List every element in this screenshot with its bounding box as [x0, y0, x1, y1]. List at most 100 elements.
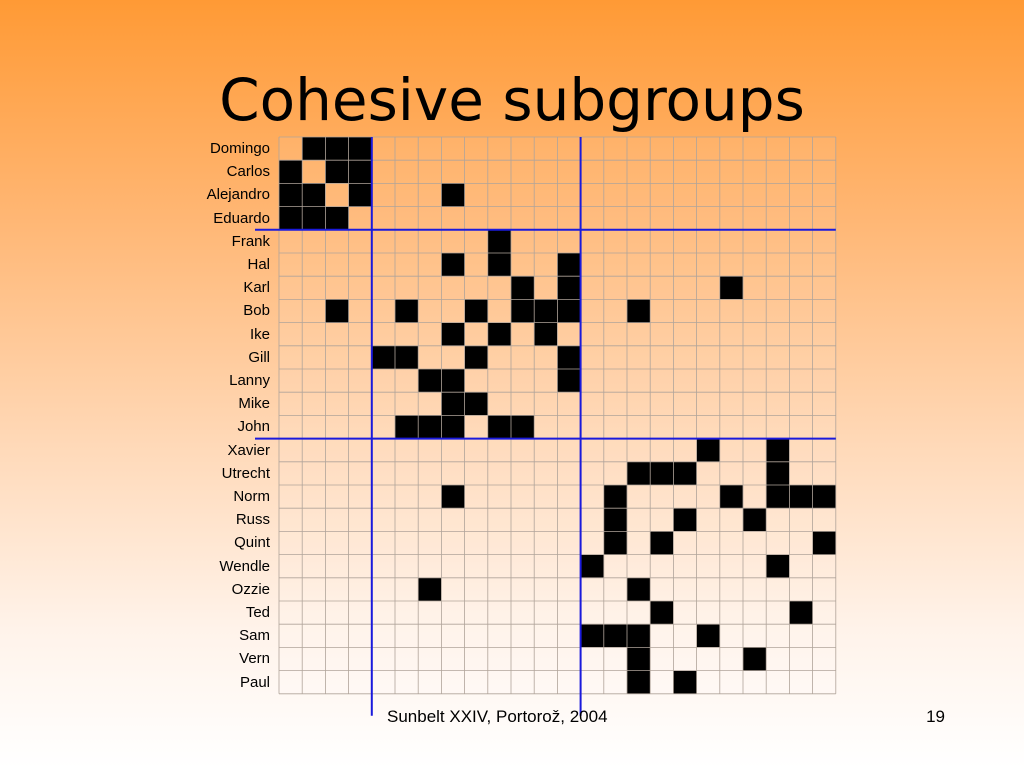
tie-cell [441, 392, 465, 416]
row-label-paul: Paul [239, 673, 270, 691]
tie-cell [627, 647, 651, 671]
row-label-wendle: Wendle [219, 557, 270, 575]
tie-cell [325, 299, 349, 323]
tie-cell [673, 508, 697, 532]
row-label-vern: Vern [239, 650, 270, 668]
tie-cell [557, 276, 581, 300]
tie-cell [766, 438, 790, 462]
row-label-carlos: Carlos [226, 163, 270, 181]
row-label-frank: Frank [231, 232, 270, 250]
tie-cell [603, 531, 627, 555]
tie-cell [603, 485, 627, 509]
tie-cell [743, 647, 767, 671]
tie-cell [627, 461, 651, 485]
tie-cell [464, 392, 488, 416]
row-label-ike: Ike [249, 325, 270, 343]
tie-cell [627, 624, 651, 648]
tie-cell [766, 461, 790, 485]
tie-cell [719, 276, 743, 300]
tie-cell [487, 229, 511, 253]
row-label-gill: Gill [248, 348, 270, 366]
tie-cell [673, 461, 697, 485]
tie-cell [325, 160, 349, 184]
row-label-ozzie: Ozzie [231, 580, 270, 598]
tie-cell [557, 253, 581, 277]
tie-cell [418, 577, 442, 601]
row-label-xavier: Xavier [227, 441, 270, 459]
tie-cell [650, 531, 674, 555]
tie-cell [279, 206, 303, 230]
tie-cell [348, 183, 372, 207]
tie-cell [789, 485, 813, 509]
tie-cell [696, 438, 720, 462]
tie-cell [325, 206, 349, 230]
tie-cell [441, 369, 465, 393]
tie-cell [534, 322, 558, 346]
tie-cell [627, 299, 651, 323]
tie-cell [627, 577, 651, 601]
row-label-alejandro: Alejandro [206, 186, 270, 204]
row-label-norm: Norm [233, 488, 270, 505]
row-label-quint: Quint [234, 534, 270, 552]
tie-cell [395, 345, 419, 369]
tie-cell [325, 137, 349, 161]
tie-cell [441, 183, 465, 207]
footer-text: Sunbelt XXIV, Portorož, 2004 [387, 707, 608, 726]
tie-cell [511, 276, 535, 300]
row-label-lanny: Lanny [229, 372, 270, 389]
tie-cell [279, 160, 303, 184]
tie-cell [511, 299, 535, 323]
tie-cell [812, 531, 836, 555]
row-label-karl: Karl [243, 279, 270, 297]
slide-title: Cohesive subgroups [219, 66, 805, 134]
tie-cell [673, 670, 697, 694]
tie-cell [395, 299, 419, 323]
row-label-ted: Ted [245, 604, 270, 621]
row-label-eduardo: Eduardo [213, 209, 270, 227]
row-label-bob: Bob [243, 302, 270, 320]
page-number: 19 [926, 707, 945, 726]
tie-cell [418, 369, 442, 393]
tie-cell [302, 206, 326, 230]
row-label-russ: Russ [235, 511, 270, 529]
tie-cell [395, 415, 419, 439]
row-label-hal: Hal [247, 256, 270, 273]
tie-cell [696, 624, 720, 648]
tie-cell [279, 183, 303, 207]
tie-cell [487, 253, 511, 277]
row-label-mike: Mike [238, 395, 270, 413]
tie-cell [743, 508, 767, 532]
tie-cell [302, 137, 326, 161]
tie-cell [650, 601, 674, 625]
tie-cell [348, 160, 372, 184]
tie-cell [464, 345, 488, 369]
tie-cell [371, 345, 395, 369]
tie-cell [441, 415, 465, 439]
row-label-utrecht: Utrecht [221, 464, 270, 482]
tie-cell [441, 485, 465, 509]
tie-cell [302, 183, 326, 207]
row-label-john: John [237, 418, 270, 436]
tie-cell [534, 299, 558, 323]
tie-cell [580, 624, 604, 648]
row-label-sam: Sam [239, 627, 270, 645]
tie-cell [487, 415, 511, 439]
tie-cell [603, 508, 627, 532]
tie-cell [766, 554, 790, 578]
tie-cell [627, 670, 651, 694]
tie-cell [464, 299, 488, 323]
tie-cell [418, 415, 442, 439]
tie-cell [557, 369, 581, 393]
tie-cell [511, 415, 535, 439]
tie-cell [557, 345, 581, 369]
row-label-domingo: Domingo [209, 140, 270, 157]
tie-cell [719, 485, 743, 509]
tie-cell [348, 137, 372, 161]
tie-cell [487, 322, 511, 346]
tie-cell [557, 299, 581, 323]
tie-cell [580, 554, 604, 578]
tie-cell [812, 485, 836, 509]
tie-cell [441, 322, 465, 346]
